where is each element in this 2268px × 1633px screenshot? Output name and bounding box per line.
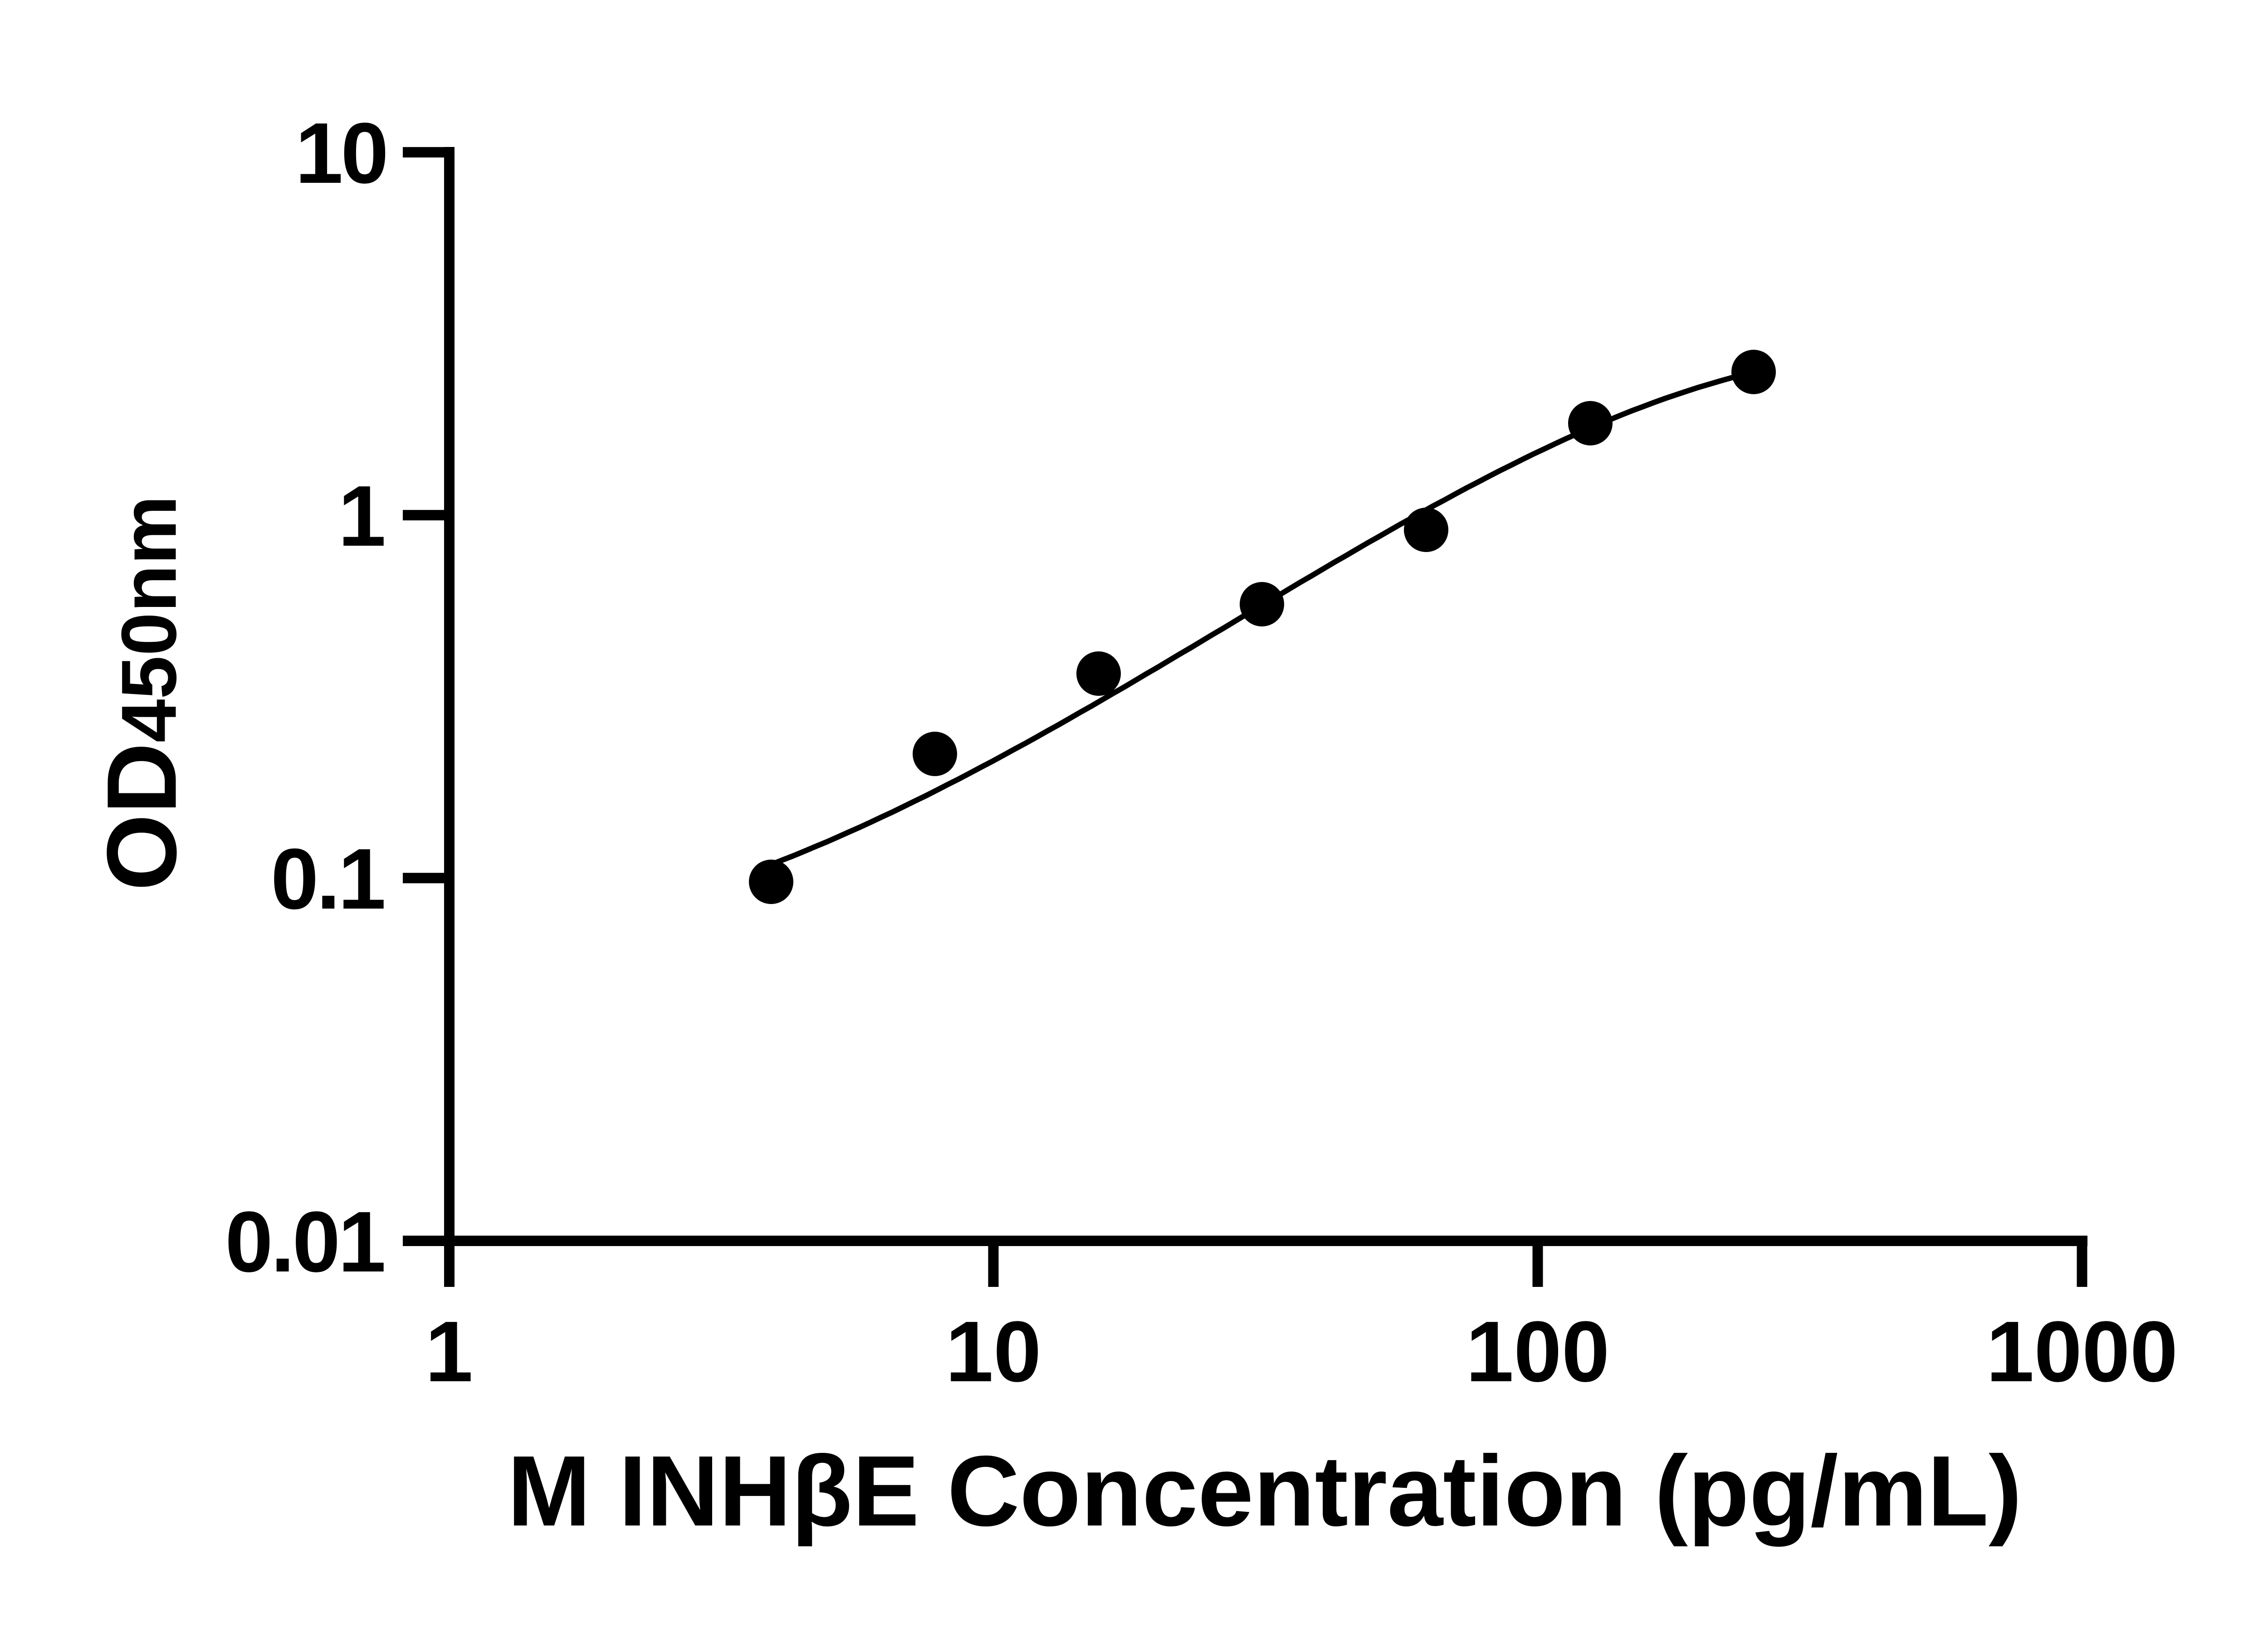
svg-text:0.01: 0.01 — [225, 1194, 384, 1290]
svg-text:1000: 1000 — [1986, 1304, 2178, 1400]
svg-text:1: 1 — [425, 1304, 473, 1400]
svg-text:0.1: 0.1 — [271, 831, 384, 927]
svg-text:10: 10 — [295, 105, 386, 201]
svg-text:100: 100 — [1466, 1304, 1609, 1400]
svg-text:10: 10 — [945, 1304, 1041, 1400]
svg-text:M INHβE Concentration (pg/mL): M INHβE Concentration (pg/mL) — [507, 1435, 2022, 1547]
svg-text:1: 1 — [338, 468, 384, 564]
svg-text:OD450nm: OD450nm — [87, 495, 197, 891]
